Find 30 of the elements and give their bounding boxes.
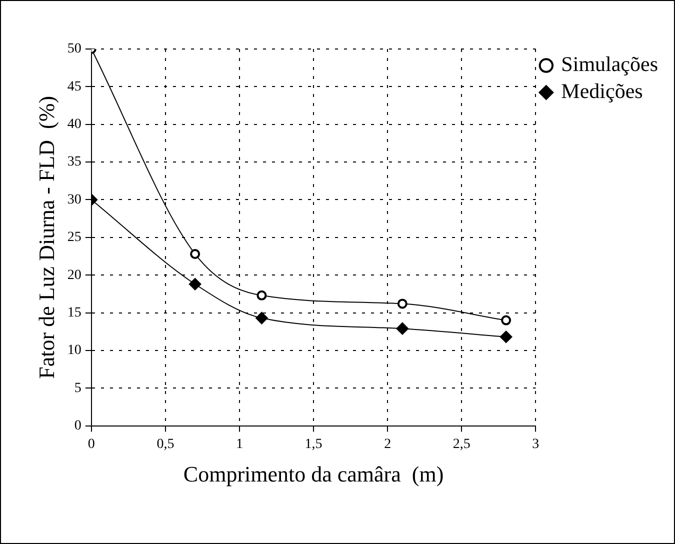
x-tick-label: 2,5 [452, 436, 470, 452]
y-axis-title: Fator de Luz Diurna - FLD (%) [34, 96, 59, 379]
point [500, 330, 512, 343]
point [189, 278, 202, 290]
y-tick-label: 50 [67, 42, 82, 57]
y-tick-label: 40 [67, 117, 82, 132]
x-tick-label: 0,5 [156, 436, 174, 452]
x-tick-label: 2 [384, 436, 392, 452]
point [190, 248, 200, 259]
x-tick-label: 0 [88, 436, 95, 452]
point [256, 312, 268, 324]
x-axis-title: Comprimento da camâra (m) [183, 462, 444, 487]
y-tick-label: 20 [67, 268, 82, 283]
point [396, 322, 408, 335]
y-tick-label: 15 [67, 305, 82, 320]
y-tick-label: 45 [67, 79, 82, 94]
y-tick-label: 25 [67, 230, 82, 246]
y-tick-label: 10 [67, 343, 82, 358]
x-tick-label: 1,5 [304, 436, 322, 452]
point [256, 290, 267, 300]
x-tick-label: 1 [236, 436, 243, 452]
x-tick-label: 3 [532, 436, 540, 452]
y-tick-label: 5 [74, 380, 82, 396]
y-tick-label: 35 [67, 154, 82, 170]
y-tick-label: 30 [67, 192, 82, 208]
point [501, 315, 512, 326]
point [397, 298, 408, 309]
y-tick-label: 0 [74, 418, 82, 434]
legend-label: Simulações [561, 52, 658, 76]
legend-label: Medições [561, 79, 643, 104]
